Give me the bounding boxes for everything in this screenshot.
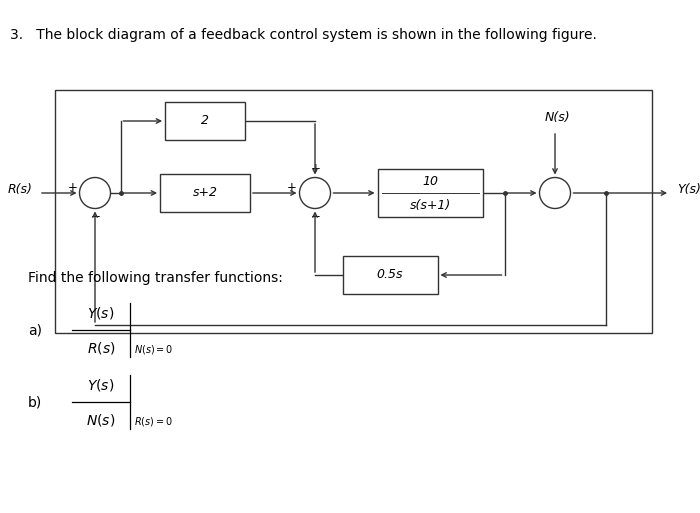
Text: R(s): R(s) — [8, 184, 33, 196]
Bar — [342, 256, 438, 294]
Circle shape — [540, 177, 570, 208]
Text: +: + — [286, 182, 296, 194]
Circle shape — [300, 177, 330, 208]
Text: $Y(s)$: $Y(s)$ — [88, 305, 115, 321]
Text: −: − — [91, 210, 101, 223]
Text: N(s): N(s) — [544, 111, 570, 125]
Text: +: + — [68, 182, 78, 194]
Text: a): a) — [28, 323, 42, 337]
Circle shape — [80, 177, 111, 208]
Text: 2: 2 — [201, 114, 209, 128]
Text: b): b) — [28, 395, 42, 409]
Text: 3.   The block diagram of a feedback control system is shown in the following fi: 3. The block diagram of a feedback contr… — [10, 28, 597, 42]
Text: Y(s): Y(s) — [677, 184, 700, 196]
Text: s+2: s+2 — [193, 187, 218, 200]
Text: +: + — [311, 162, 321, 175]
Text: $N(s)$: $N(s)$ — [86, 412, 116, 428]
Text: $R(s){=}0$: $R(s){=}0$ — [134, 416, 173, 428]
Text: s(s+1): s(s+1) — [410, 200, 451, 212]
Text: $N(s){=}0$: $N(s){=}0$ — [134, 344, 174, 357]
Bar — [160, 174, 250, 212]
Bar — [165, 102, 245, 140]
Text: Find the following transfer functions:: Find the following transfer functions: — [28, 271, 283, 285]
Text: 0.5s: 0.5s — [377, 268, 403, 282]
Text: −: − — [311, 210, 321, 223]
Text: $R(s)$: $R(s)$ — [87, 340, 116, 356]
Bar — [55, 90, 652, 333]
Text: $Y(s)$: $Y(s)$ — [88, 377, 115, 393]
Text: 10: 10 — [422, 175, 438, 188]
Bar — [377, 169, 482, 217]
